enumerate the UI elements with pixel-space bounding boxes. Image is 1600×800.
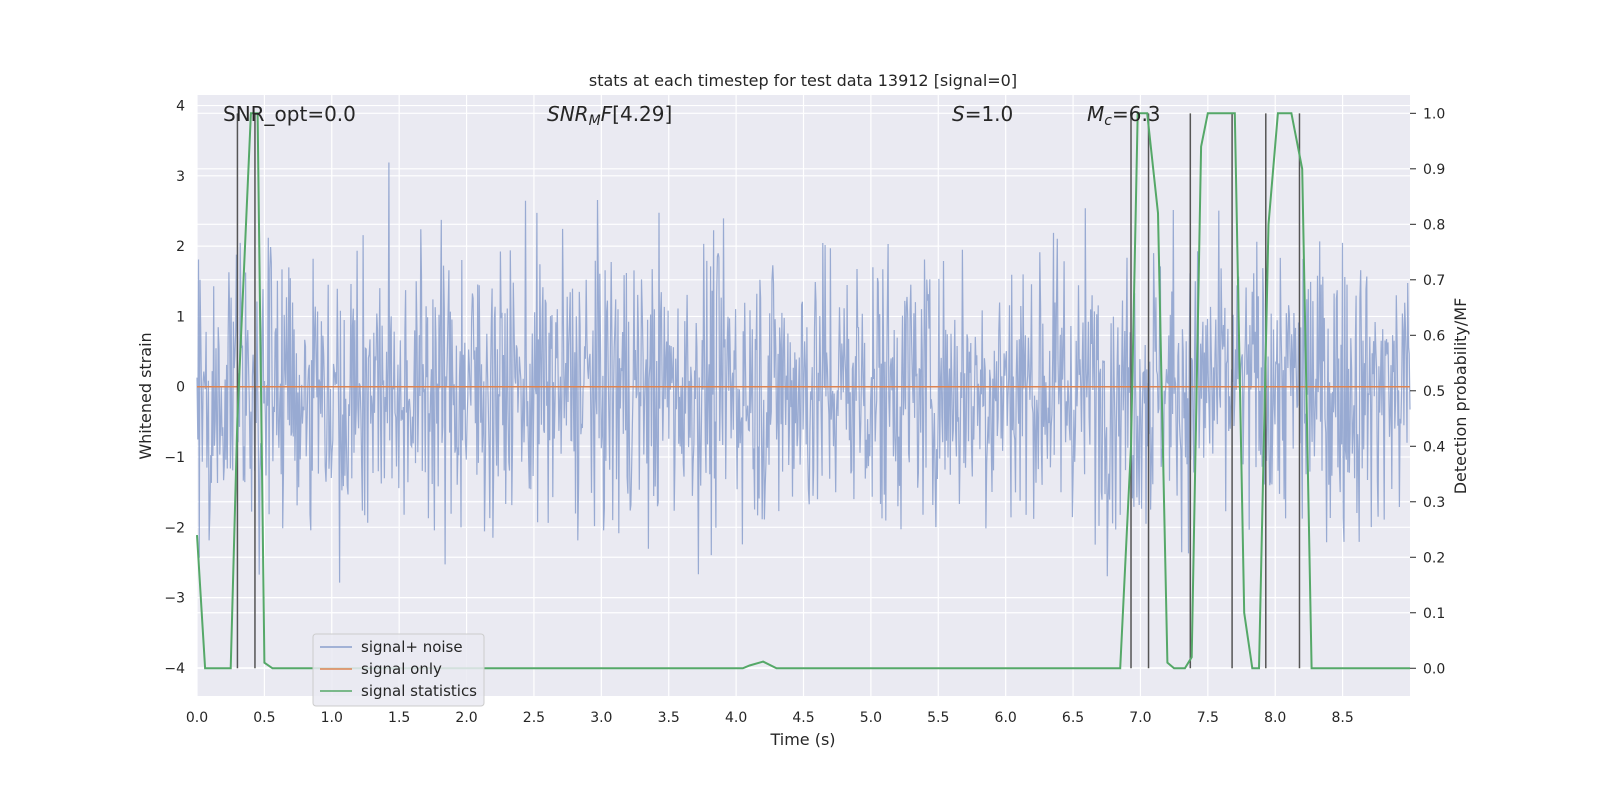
x-tick-label: 2.0 (455, 710, 477, 726)
annotation-snr-mf: SNRMF[4.29] (547, 102, 672, 129)
y-left-tick-label: 4 (176, 99, 185, 115)
x-tick-label: 3.5 (658, 710, 680, 726)
annotation-s: S=1.0 (952, 102, 1013, 126)
x-tick-label: 0.5 (253, 710, 275, 726)
chart-title: stats at each timestep for test data 139… (589, 71, 1017, 90)
y-right-tick-label: 0.9 (1423, 162, 1445, 178)
y-right-tick-label: 0.8 (1423, 217, 1445, 233)
x-tick-label: 7.5 (1197, 710, 1219, 726)
y-left-tick-label: −4 (164, 661, 185, 677)
annotation-s-value: =1.0 (965, 102, 1014, 126)
y-left-tick-label: −2 (164, 520, 185, 536)
y-right-tick-label: 0.1 (1423, 606, 1445, 622)
x-tick-label: 3.0 (590, 710, 612, 726)
legend-label-signal-only: signal only (361, 660, 442, 678)
y-left-tick-label: 2 (176, 239, 185, 255)
signal-statistics-series (196, 112, 1410, 670)
y-axis-left-ticks: 4 3 2 1 0 −1 −2 −3 −4 (164, 99, 185, 677)
signal-noise-line (196, 162, 1411, 583)
y-right-tick-label: 0.0 (1423, 661, 1445, 677)
x-tick-label: 5.5 (927, 710, 949, 726)
y-right-tick-label: 0.7 (1423, 273, 1445, 289)
x-tick-label: 4.0 (725, 710, 747, 726)
x-tick-label: 5.0 (860, 710, 882, 726)
annotation-snr-mf-value: [4.29] (612, 102, 672, 126)
y-right-tick-label: 0.4 (1423, 439, 1445, 455)
annotation-mc: Mc=6.3 (1087, 102, 1161, 129)
annotation-mc-value: =6.3 (1112, 102, 1161, 126)
y-right-tick-label: 0.3 (1423, 495, 1445, 511)
x-tick-label: 1.5 (388, 710, 410, 726)
x-tick-label: 8.0 (1264, 710, 1286, 726)
annotation-snr-opt: SNR_opt=0.0 (223, 102, 356, 126)
x-tick-label: 6.5 (1062, 710, 1084, 726)
legend-label-signal-noise: signal+ noise (361, 638, 463, 656)
y-left-tick-label: 1 (176, 309, 185, 325)
signal-noise-series (196, 162, 1411, 583)
y-axis-left-label: Whitened strain (136, 332, 155, 459)
y-axis-right-ticks: 1.0 0.9 0.8 0.7 0.6 0.5 0.4 0.3 0.2 0.1 0.0 (1410, 106, 1445, 677)
legend-label-signal-statistics: signal statistics (361, 682, 477, 700)
y-left-tick-label: 0 (176, 380, 185, 396)
y-right-tick-label: 1.0 (1423, 106, 1445, 122)
x-tick-label: 4.5 (792, 710, 814, 726)
y-right-tick-label: 0.2 (1423, 550, 1445, 566)
x-tick-label: 2.5 (523, 710, 545, 726)
y-right-tick-label: 0.6 (1423, 328, 1445, 344)
legend-box (312, 633, 485, 707)
y-left-tick-label: 3 (176, 169, 185, 185)
x-tick-label: 0.0 (186, 710, 208, 726)
x-tick-label: 6.0 (995, 710, 1017, 726)
signal-statistics-line (196, 112, 1410, 670)
x-tick-label: 1.0 (321, 710, 343, 726)
x-tick-label: 8.5 (1331, 710, 1353, 726)
legend: signal+ noise signal only signal statist… (312, 633, 485, 707)
x-tick-label: 7.0 (1129, 710, 1151, 726)
y-left-tick-label: −3 (164, 591, 185, 607)
x-axis-label: Time (s) (769, 730, 835, 749)
y-left-tick-label: −1 (164, 450, 185, 466)
x-axis-ticks: 0.0 0.5 1.0 1.5 2.0 2.5 3.0 3.5 4.0 4.5 5.0 5.5 6.0 6… (186, 710, 1354, 726)
y-axis-right-label: Detection probability/MF (1451, 298, 1470, 495)
y-right-tick-label: 0.5 (1423, 384, 1445, 400)
